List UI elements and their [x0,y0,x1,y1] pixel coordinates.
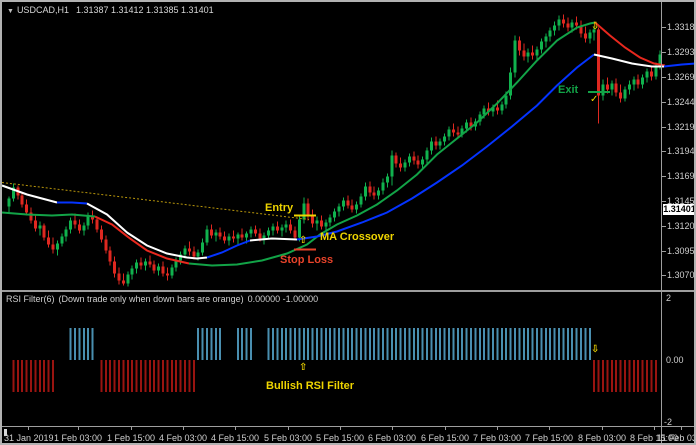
exit-label[interactable]: Exit [558,84,579,96]
pane-separator[interactable] [2,290,694,292]
time-axis-tick [392,427,393,430]
price-axis-tick [662,101,666,103]
price-axis-tick [662,52,666,53]
candles [7,14,662,287]
bullish-rsi-filter-label[interactable]: Bullish RSI Filter [266,380,355,392]
price-axis-tick [662,250,666,252]
time-axis-tick [288,427,289,430]
time-axis-label: 7 Feb 03:00 [473,433,522,443]
price-axis-tick [662,275,666,276]
price-axis-label: 1.31695 [667,171,695,181]
time-axis-separator [2,426,694,427]
time-axis-label: 1 Feb 03:00 [54,433,103,443]
indicator-name: RSI Filter(6) [6,294,55,304]
time-axis-label: 11 Feb 03:00 [657,433,696,443]
price-axis-tick [662,126,666,128]
time-axis-tick [654,427,655,430]
time-axis-label: 8 Feb 15:00 [630,433,679,443]
time-axis-tick [497,427,498,430]
time-axis-label: 6 Feb 03:00 [368,433,417,443]
stop-loss-label[interactable]: Stop Loss [280,254,334,266]
check-mark-icon[interactable]: ✓ [590,94,599,105]
indicator-note: (Down trade only when down bars are oran… [58,294,244,304]
time-axis-label: 7 Feb 15:00 [525,433,574,443]
price-axis-label: 1.32690 [667,71,695,82]
time-axis-tick [183,427,184,430]
time-axis-label: 5 Feb 03:00 [264,433,313,443]
fast-ma [2,53,694,260]
price-axis-label: 1.30705 [667,270,695,280]
time-axis-label: 1 Feb 15:00 [107,433,156,443]
sell-arrow-icon[interactable]: ⇩ [591,21,600,32]
slow-ma [2,21,666,267]
sub-axis-zero-label: 0.00 [666,355,684,365]
price-axis-line [661,2,662,443]
time-axis-tick [340,427,341,430]
time-axis-label: 4 Feb 03:00 [159,433,208,443]
time-axis-label: 8 Feb 03:00 [578,433,627,443]
current-price-box: 1.31401 [663,204,696,215]
price-axis-tick [662,151,666,152]
dropdown-triangle-icon[interactable]: ▼ [7,8,14,15]
time-axis-tick [28,427,29,430]
price-axis-tick [662,27,666,28]
trade-levels [294,91,610,251]
price-axis-label: 1.30950 [667,245,695,256]
scrollbar-mark[interactable] [4,429,7,436]
indicator-header: RSI Filter(6) (Down trade only when down … [6,294,322,304]
buy-arrow-sub-icon[interactable]: ⇧ [299,362,308,373]
price-axis-tick [662,76,666,78]
entry-label[interactable]: Entry [265,202,294,214]
price-axis-tick [662,176,666,177]
trendline [2,182,310,220]
chart-ohlc-values: 1.31387 1.31412 1.31385 1.31401 [75,5,214,15]
time-axis-tick [681,427,682,430]
price-axis-label: 1.31200 [667,220,695,231]
sell-arrow-sub-icon[interactable]: ⇩ [591,344,600,355]
sub-axis-top-label: 2 [666,293,672,303]
time-axis-label: 4 Feb 15:00 [211,433,260,443]
price-axis-label: 1.33185 [667,22,695,32]
time-axis-tick [131,427,132,430]
price-axis-label: 1.31450 [667,195,695,206]
time-axis-tick [602,427,603,430]
time-axis-label: 5 Feb 15:00 [316,433,365,443]
time-axis-tick [445,427,446,430]
sub-axis-bottom-label: -2 [664,417,673,427]
rsi-bars [12,328,657,392]
time-axis-tick [235,427,236,430]
chart-symbol-period: USDCAD,H1 [16,5,69,15]
time-axis-tick [549,427,550,430]
time-axis-label: 6 Feb 15:00 [421,433,470,443]
indicator-values: 0.00000 -1.00000 [247,294,319,304]
price-axis-tick [662,200,666,202]
price-axis-label: 1.32440 [667,96,695,107]
price-axis-tick [662,225,666,227]
buy-arrow-icon[interactable]: ⇧ [299,235,308,246]
price-axis-label: 1.31945 [667,146,695,156]
time-axis-tick [78,427,79,430]
price-axis-label: 1.32190 [667,121,695,132]
price-axis-label: 1.32935 [667,47,695,57]
chart-title: ▼ USDCAD,H1 1.31387 1.31412 1.31385 1.3140… [7,5,214,15]
ma-crossover-label[interactable]: MA Crossover [320,231,395,243]
time-axis-label: 31 Jan 2019 [4,433,54,443]
